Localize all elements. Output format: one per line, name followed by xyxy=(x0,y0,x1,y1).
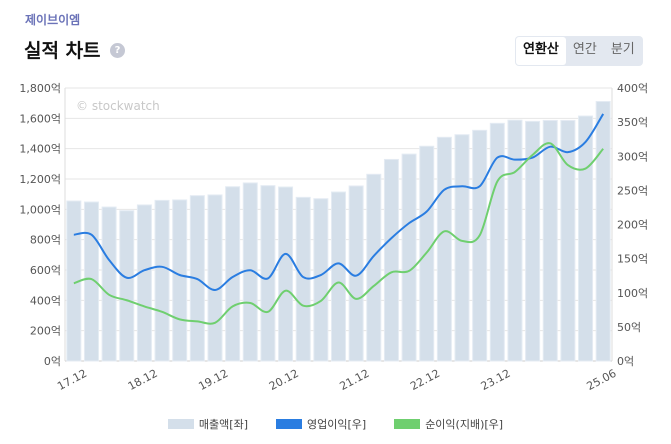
bar-revenue xyxy=(401,153,417,362)
bar-revenue xyxy=(154,199,170,362)
bar-revenue xyxy=(348,185,364,362)
bar-revenue xyxy=(560,119,576,362)
watermark: © stockwatch xyxy=(76,99,160,113)
left-axis-tick: 1,400억 xyxy=(19,143,61,156)
right-axis-tick: 250억 xyxy=(617,184,648,197)
bar-revenue xyxy=(331,191,346,362)
bar-revenue xyxy=(119,210,135,362)
right-axis-tick: 0억 xyxy=(617,355,634,368)
right-axis-tick: 150억 xyxy=(617,253,648,266)
legend-swatch xyxy=(394,419,421,429)
legend-swatch xyxy=(276,419,302,429)
bar-revenue xyxy=(83,201,99,362)
legend-label: 매출액[좌] xyxy=(198,418,248,431)
bar-revenue xyxy=(595,100,611,362)
right-axis-tick: 300억 xyxy=(617,150,648,163)
x-axis-tick: 22.12 xyxy=(408,367,442,393)
left-axis-tick: 1,800억 xyxy=(19,82,61,95)
legend: 매출액[좌] 영업이익[우] 순이익(지배)[우] xyxy=(0,416,671,432)
bar-revenue xyxy=(313,198,329,362)
bar-revenue xyxy=(472,129,488,362)
bar-revenue xyxy=(507,119,523,362)
left-axis-tick: 0억 xyxy=(44,355,61,368)
left-axis-tick: 400억 xyxy=(30,294,61,307)
bar-revenue xyxy=(136,204,152,362)
left-axis-tick: 600억 xyxy=(30,264,61,277)
left-axis-tick: 1,200억 xyxy=(19,173,61,186)
company-name[interactable]: 제이브이엠 xyxy=(25,13,81,27)
bar-revenue xyxy=(101,206,117,362)
x-axis-tick: 25.06 xyxy=(585,367,619,393)
bar-revenue xyxy=(454,134,470,362)
x-axis-tick: 19.12 xyxy=(196,367,230,393)
line-net-income xyxy=(73,142,604,325)
x-axis-tick: 17.12 xyxy=(55,367,89,393)
bar-revenue xyxy=(260,185,276,362)
left-axis-tick: 1,600억 xyxy=(19,112,61,125)
left-axis-tick: 200억 xyxy=(30,325,61,338)
right-axis-tick: 400억 xyxy=(617,82,648,95)
x-axis-tick: 21.12 xyxy=(338,367,372,393)
period-toggle: 연환산 연간 분기 xyxy=(515,36,643,66)
page-title: 실적 차트 xyxy=(24,40,101,62)
bar-revenue xyxy=(383,158,399,362)
bar-revenue xyxy=(489,122,505,362)
help-icon[interactable]: ? xyxy=(110,43,125,58)
tab-quarterly[interactable]: 분기 xyxy=(610,42,635,57)
bar-revenue xyxy=(207,194,223,362)
x-axis-tick: 18.12 xyxy=(126,367,160,393)
tab-annualized[interactable]: 연환산 xyxy=(516,37,566,65)
tab-annual[interactable]: 연간 xyxy=(572,42,597,57)
legend-label: 영업이익[우] xyxy=(307,418,367,431)
legend-swatch xyxy=(167,419,194,429)
right-axis-tick: 350억 xyxy=(617,116,648,129)
bar-revenue xyxy=(542,119,558,362)
x-axis-tick: 20.12 xyxy=(267,367,301,393)
legend-item-operating-profit[interactable]: 영업이익[우] xyxy=(276,416,366,432)
left-axis-tick: 1,000억 xyxy=(19,203,61,216)
legend-label: 순이익(지배)[우] xyxy=(425,418,504,431)
legend-item-net-income[interactable]: 순이익(지배)[우] xyxy=(394,416,503,432)
right-axis-tick: 200억 xyxy=(617,219,648,232)
bar-revenue xyxy=(172,199,188,362)
bar-revenue xyxy=(525,120,541,362)
chart-plot: © stockwatch 0억 200억 400억 600억 800억 1,000억 1,2… xyxy=(19,82,648,393)
bar-revenue xyxy=(366,173,382,362)
line-operating-profit xyxy=(73,113,605,292)
right-axis-tick: 100억 xyxy=(617,287,648,300)
legend-item-revenue[interactable]: 매출액[좌] xyxy=(167,416,248,432)
bar-revenue xyxy=(436,136,452,362)
left-axis-tick: 800억 xyxy=(30,234,61,247)
right-axis-tick: 50억 xyxy=(617,321,641,334)
x-axis-tick: 23.12 xyxy=(479,367,513,393)
bar-revenue xyxy=(578,115,594,362)
bar-revenue xyxy=(278,186,294,362)
